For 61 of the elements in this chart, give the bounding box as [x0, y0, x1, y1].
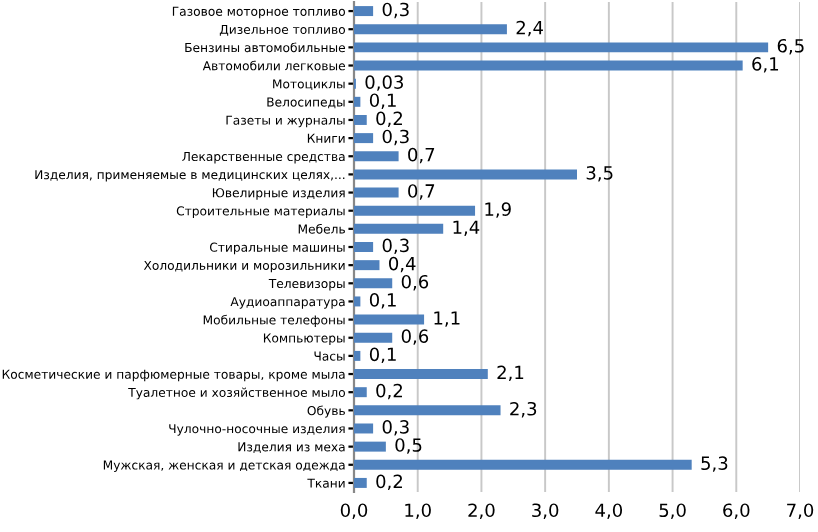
data-label: 0,6: [401, 274, 429, 291]
bar: [354, 314, 425, 325]
data-label: 0,3: [382, 238, 409, 255]
bar: [354, 405, 501, 416]
data-label: 6,5: [777, 38, 804, 55]
bar: [354, 24, 507, 35]
data-label: 2,4: [516, 20, 543, 37]
data-label: 0,1: [369, 293, 396, 309]
bar: [354, 332, 393, 343]
bar: [354, 114, 367, 125]
data-label: 5,3: [701, 456, 728, 472]
data-label: 0,03: [365, 75, 403, 91]
data-label: 0,5: [395, 438, 422, 454]
data-label: 1,1: [434, 311, 460, 327]
data-label: 0,3: [382, 420, 409, 436]
data-label: 0,3: [382, 2, 409, 19]
bar: [354, 60, 743, 71]
bar: [354, 151, 399, 162]
bar: [354, 296, 361, 307]
bar: [354, 223, 444, 234]
data-label: 1,9: [485, 202, 511, 218]
data-label: 0,1: [369, 93, 396, 109]
bar: [354, 350, 361, 361]
bar: [354, 96, 361, 107]
x-tick-label: 0,0: [340, 503, 368, 519]
bar: [354, 369, 488, 380]
bar: [354, 441, 386, 452]
data-label: 1,4: [453, 220, 480, 236]
data-label: 0,4: [389, 256, 416, 273]
bar: [354, 423, 374, 434]
bar: [354, 242, 374, 252]
x-tick-label: 3,0: [532, 503, 559, 519]
bar: [354, 169, 577, 180]
x-tick-label: 5,0: [659, 503, 686, 519]
x-tick-label: 1,0: [405, 503, 431, 519]
x-tick-label: 7,0: [787, 503, 814, 519]
bar: [354, 42, 769, 53]
data-label: 0,7: [408, 184, 435, 200]
bar: [354, 133, 374, 144]
bar: [354, 459, 692, 470]
bar: [354, 278, 393, 289]
data-label: 3,5: [586, 165, 613, 182]
data-label: 2,3: [510, 401, 537, 418]
x-tick-label: 4,0: [595, 503, 623, 519]
data-label: 6,1: [752, 57, 779, 73]
data-label: 2,1: [497, 365, 524, 382]
bar: [354, 205, 476, 216]
bar: [354, 187, 399, 198]
data-label: 0,3: [382, 129, 409, 146]
data-label: 0,2: [376, 474, 402, 491]
data-label: 0,6: [401, 329, 429, 345]
data-label: 0,1: [369, 347, 396, 363]
bar: [354, 6, 374, 17]
data-label: 0,2: [376, 111, 402, 128]
bar: [354, 387, 367, 398]
data-label: 0,7: [408, 147, 435, 164]
x-tick-label: 6,0: [723, 503, 750, 519]
bar: [354, 260, 380, 271]
data-label: 0,2: [376, 383, 402, 400]
bar: [354, 477, 367, 488]
x-tick-label: 2,0: [468, 503, 495, 519]
